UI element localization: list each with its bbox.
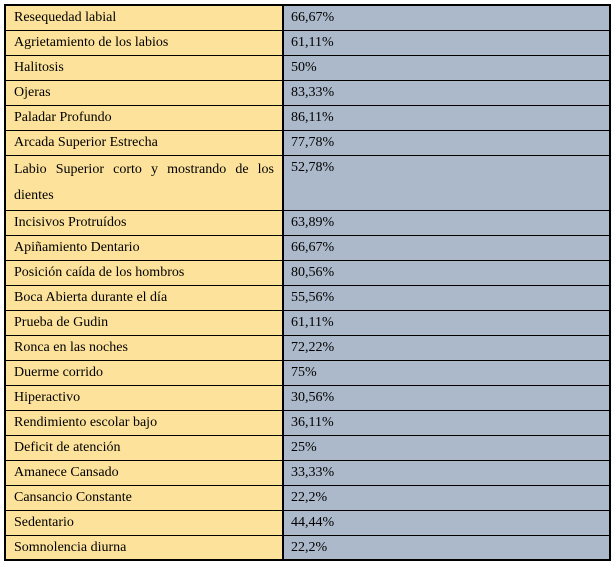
table-row: Duerme corrido 75% [4,359,611,386]
symptom-label-cell: Duerme corrido [4,359,284,386]
symptom-label-cell: Ojeras [4,79,284,106]
symptom-label-cell: Ronca en las noches [4,334,284,361]
symptom-label-cell: Labio Superior corto y mostrando de los … [4,154,284,211]
symptom-label-cell: Cansancio Constante [4,484,284,511]
table-row: Apiñamiento Dentario 66,67% [4,234,611,261]
table-row: Somnolencia diurna 22,2% [4,534,611,561]
symptom-label-cell: Amanece Cansado [4,459,284,486]
percentage-value-cell: 77,78% [282,129,611,156]
percentage-value-cell: 61,11% [282,309,611,336]
table-row: Prueba de Gudin 61,11% [4,309,611,336]
percentage-value-cell: 22,2% [282,484,611,511]
symptom-label-cell: Incisivos Protruídos [4,209,284,236]
table-row: Ronca en las noches 72,22% [4,334,611,361]
percentage-value-cell: 55,56% [282,284,611,311]
symptom-label-cell: Rendimiento escolar bajo [4,409,284,436]
table-row: Posición caída de los hombros 80,56% [4,259,611,286]
percentage-value-cell: 66,67% [282,234,611,261]
symptom-label-cell: Sedentario [4,509,284,536]
percentage-value-cell: 52,78% [282,154,611,211]
percentage-value-cell: 83,33% [282,79,611,106]
percentage-value-cell: 30,56% [282,384,611,411]
table-row: Paladar Profundo 86,11% [4,104,611,131]
percentage-value-cell: 22,2% [282,534,611,561]
table-row: Ojeras 83,33% [4,79,611,106]
symptom-label-cell: Arcada Superior Estrecha [4,129,284,156]
table-row: Halitosis 50% [4,54,611,81]
percentage-value-cell: 75% [282,359,611,386]
percentage-value-cell: 66,67% [282,4,611,31]
table-row: Rendimiento escolar bajo 36,11% [4,409,611,436]
percentage-value-cell: 44,44% [282,509,611,536]
symptom-label-cell: Boca Abierta durante el día [4,284,284,311]
percentage-value-cell: 80,56% [282,259,611,286]
table-row: Deficit de atención 25% [4,434,611,461]
table-row: Labio Superior corto y mostrando de los … [4,154,611,211]
table-row: Resequedad labial 66,67% [4,4,611,31]
symptom-label-cell: Resequedad labial [4,4,284,31]
table-row: Incisivos Protruídos 63,89% [4,209,611,236]
percentage-value-cell: 50% [282,54,611,81]
table-row: Agrietamiento de los labios 61,11% [4,29,611,56]
symptom-label-cell: Halitosis [4,54,284,81]
percentage-value-cell: 61,11% [282,29,611,56]
symptom-label-cell: Paladar Profundo [4,104,284,131]
symptom-label-cell: Deficit de atención [4,434,284,461]
table-row: Amanece Cansado 33,33% [4,459,611,486]
symptom-label-cell: Agrietamiento de los labios [4,29,284,56]
symptom-label-cell: Posición caída de los hombros [4,259,284,286]
table-row: Cansancio Constante 22,2% [4,484,611,511]
symptoms-percentage-table: Resequedad labial 66,67% Agrietamiento d… [4,4,611,561]
percentage-value-cell: 72,22% [282,334,611,361]
percentage-value-cell: 63,89% [282,209,611,236]
symptom-label-cell: Somnolencia diurna [4,534,284,561]
symptom-label-cell: Prueba de Gudin [4,309,284,336]
table-body: Resequedad labial 66,67% Agrietamiento d… [4,4,611,561]
symptom-label-cell: Apiñamiento Dentario [4,234,284,261]
percentage-value-cell: 86,11% [282,104,611,131]
table-row: Sedentario 44,44% [4,509,611,536]
percentage-value-cell: 33,33% [282,459,611,486]
percentage-value-cell: 36,11% [282,409,611,436]
table-row: Boca Abierta durante el día 55,56% [4,284,611,311]
table-row: Hiperactivo 30,56% [4,384,611,411]
percentage-value-cell: 25% [282,434,611,461]
symptom-label-cell: Hiperactivo [4,384,284,411]
table-row: Arcada Superior Estrecha 77,78% [4,129,611,156]
